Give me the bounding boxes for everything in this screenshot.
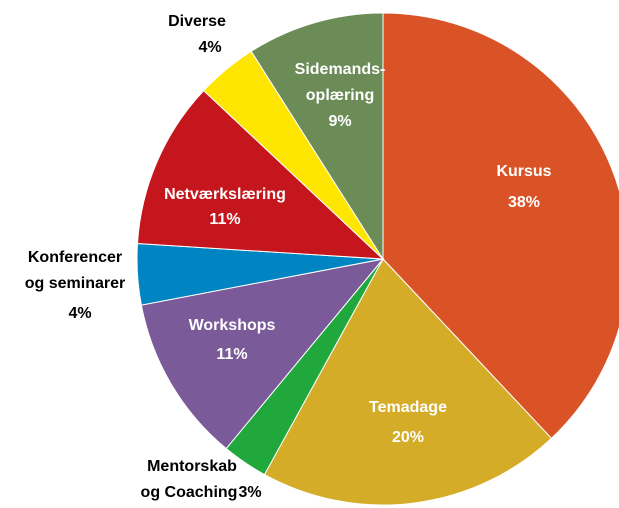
slice-label: Diverse <box>168 13 226 30</box>
label-line: Workshops <box>189 317 276 334</box>
slice-label: Konferencer og seminarer <box>25 249 125 292</box>
label-line: Temadage <box>369 399 447 416</box>
pie-slice <box>382 12 619 440</box>
label-line: Sidemands- <box>295 61 386 78</box>
value-label: 9% <box>328 113 351 130</box>
slice-label: Workshops <box>189 317 276 334</box>
label-line: Diverse <box>168 13 226 30</box>
value-label: 4% <box>68 305 91 322</box>
label-line: Netværkslæring <box>164 186 286 203</box>
pie-slice <box>250 12 384 261</box>
slice-label: Sidemands-oplæring <box>295 61 386 104</box>
value-label: 11% <box>209 211 240 228</box>
pie-slice <box>136 89 385 260</box>
label-line: og seminarer <box>25 275 125 292</box>
slice-label: Netværkslæring <box>164 186 286 203</box>
label-line: Mentorskab <box>147 458 237 475</box>
value-label: 3% <box>238 484 261 501</box>
label-line: Kursus <box>496 163 551 180</box>
label-line: Konferencer <box>28 249 122 266</box>
label-line: oplæring <box>306 87 374 104</box>
label-line: og Coaching <box>141 484 238 501</box>
value-label: 11% <box>216 346 247 363</box>
slice-label: Kursus <box>496 163 551 180</box>
slice-label: Temadage <box>369 399 447 416</box>
value-label: 4% <box>198 39 221 56</box>
pie-slice <box>140 258 385 450</box>
pie-slice <box>263 258 553 506</box>
slice-label: Mentorskab og Coaching <box>141 458 238 501</box>
value-label: 20% <box>392 429 424 446</box>
value-label: 38% <box>508 194 540 211</box>
